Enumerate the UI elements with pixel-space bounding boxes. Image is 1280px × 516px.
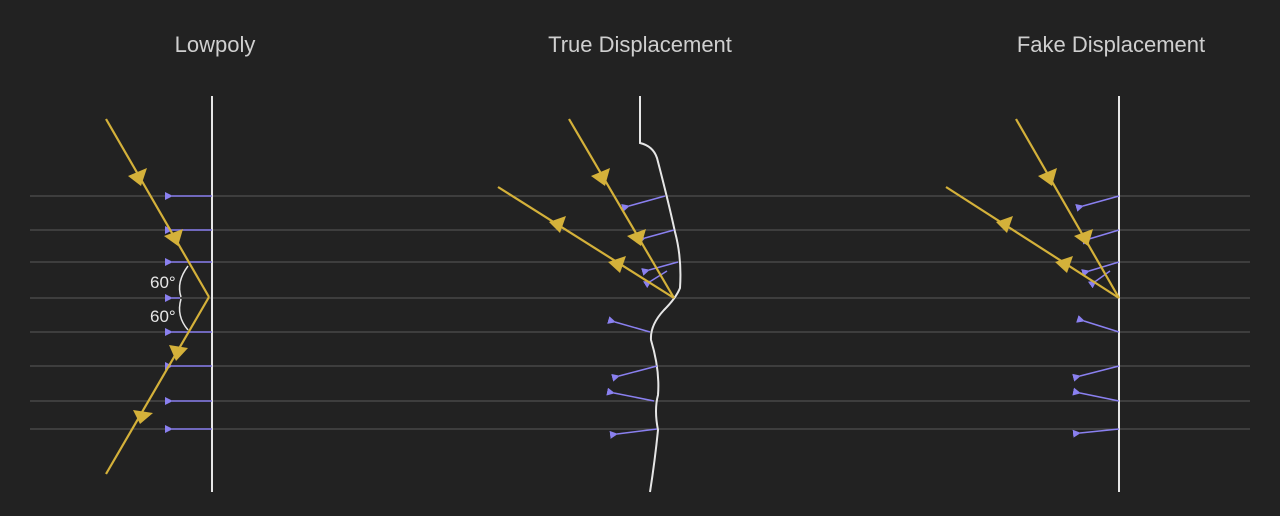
- panel-title-fake-displacement: Fake Displacement: [1016, 32, 1206, 57]
- ray-arrowhead: [164, 229, 183, 246]
- ray-arrowhead: [996, 216, 1013, 233]
- incident-ray: [1015, 118, 1120, 299]
- normal-arrow: [637, 229, 675, 244]
- normal-arrow: [1081, 261, 1120, 277]
- angle-label-top: 60°: [150, 273, 176, 292]
- normal-arrow: [1072, 387, 1120, 402]
- ray-arrowhead: [549, 216, 566, 233]
- incident-ray: [497, 186, 675, 299]
- ray-arrowhead: [1055, 256, 1073, 273]
- angle-label-bottom: 60°: [150, 307, 176, 326]
- incident-ray: [105, 118, 210, 298]
- normal-arrow: [1072, 428, 1120, 438]
- panel-title-lowpoly: Lowpoly: [174, 32, 256, 57]
- reference-lines: [30, 195, 1250, 430]
- normal-arrow: [641, 261, 679, 276]
- ray-arrowhead: [591, 168, 610, 186]
- normal-arrow: [621, 195, 666, 212]
- true-displacement-normals: [606, 195, 679, 439]
- normal-arrow: [1081, 229, 1120, 245]
- incident-ray: [945, 186, 1120, 299]
- fake-displacement-panel: [945, 96, 1120, 492]
- angle-arc-bottom: [178, 298, 189, 331]
- normal-arrow: [1087, 270, 1111, 289]
- ray-arrowhead: [1074, 229, 1093, 246]
- lowpoly-angle-arcs: [178, 265, 189, 331]
- ray-arrowhead: [608, 256, 626, 273]
- ray-arrowhead: [627, 229, 646, 246]
- normal-arrow: [611, 365, 658, 382]
- true-displacement-ray-arrowheads: [549, 168, 646, 273]
- true-displacement-rays: [497, 118, 675, 299]
- incident-ray: [568, 118, 675, 299]
- panel-title-true-displacement: True Displacement: [548, 32, 732, 57]
- reflected-ray: [105, 296, 210, 475]
- fake-displacement-normals: [1072, 195, 1120, 438]
- lowpoly-rays: [105, 118, 210, 475]
- fake-displacement-ray-arrowheads: [996, 168, 1093, 273]
- ray-arrowhead: [169, 345, 188, 361]
- angle-arc-top: [178, 265, 189, 298]
- true-displacement-surface: [639, 96, 682, 493]
- fake-displacement-rays: [945, 118, 1120, 299]
- lowpoly-ray-arrowheads: [128, 168, 188, 424]
- normal-arrow: [606, 387, 655, 402]
- ray-arrowhead: [1038, 168, 1057, 186]
- normal-arrow: [1072, 365, 1120, 382]
- normal-arrow: [1075, 195, 1120, 212]
- lowpoly-normals: [165, 192, 212, 433]
- lowpoly-panel: 60° 60°: [105, 96, 213, 492]
- true-displacement-panel: [497, 96, 682, 493]
- ray-arrowhead: [128, 168, 147, 186]
- normal-arrow: [1076, 315, 1120, 333]
- ray-arrowhead: [133, 410, 153, 424]
- normal-arrow: [642, 270, 668, 289]
- normal-arrow: [607, 316, 651, 333]
- normal-arrow: [609, 428, 658, 439]
